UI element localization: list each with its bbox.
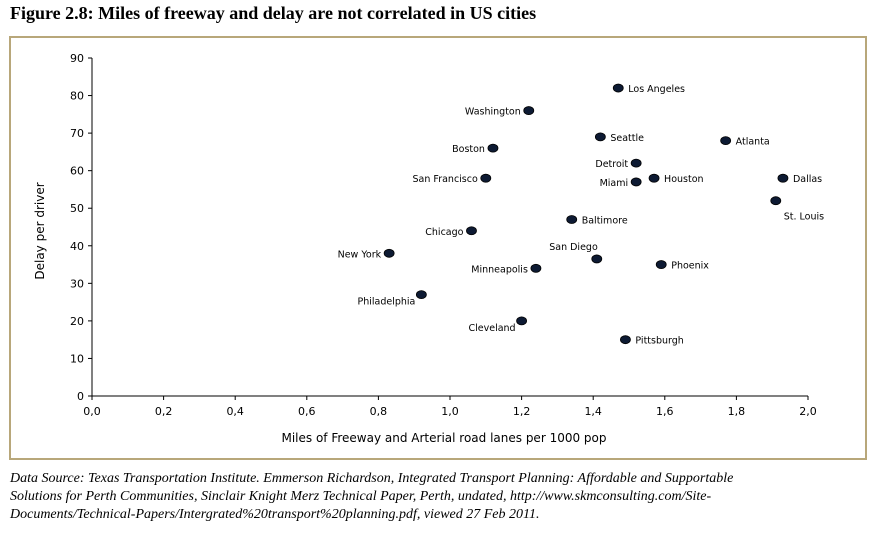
point-label: Houston xyxy=(664,174,703,185)
data-point xyxy=(466,226,477,236)
data-point xyxy=(720,136,732,146)
data-point xyxy=(523,106,535,115)
point-label: Chicago xyxy=(425,227,463,238)
data-point xyxy=(770,196,782,206)
x-axis-title: Miles of Freeway and Arterial road lanes… xyxy=(281,431,606,445)
data-point xyxy=(594,132,606,142)
x-tick-label: 0,2 xyxy=(155,405,173,418)
x-tick-label: 1,0 xyxy=(441,405,459,418)
data-point xyxy=(655,260,667,269)
data-point xyxy=(591,254,603,264)
point-label: Pittsburgh xyxy=(635,336,683,347)
source-line-3: Documents/Technical-Papers/Intergrated%2… xyxy=(10,507,540,522)
y-tick-label: 60 xyxy=(70,165,84,178)
data-point xyxy=(648,173,660,183)
x-tick-label: 2,0 xyxy=(799,405,817,418)
point-label: Baltimore xyxy=(582,215,628,226)
point-label: Los Angeles xyxy=(628,84,685,95)
point-label: San Francisco xyxy=(413,174,478,185)
data-point xyxy=(480,173,492,183)
data-point xyxy=(530,263,542,273)
point-label: New York xyxy=(338,249,382,260)
point-label: Detroit xyxy=(595,159,628,170)
y-tick-label: 90 xyxy=(70,52,84,65)
y-tick-label: 30 xyxy=(70,277,84,290)
data-point xyxy=(487,143,499,153)
data-point xyxy=(566,215,578,224)
point-label: Seattle xyxy=(610,133,644,144)
data-point xyxy=(777,173,789,183)
figure-title: Figure 2.8: Miles of freeway and delay a… xyxy=(10,3,537,23)
point-label: Boston xyxy=(452,144,485,155)
point-label: Cleveland xyxy=(468,323,515,334)
data-point xyxy=(630,177,642,187)
y-tick-label: 0 xyxy=(77,390,84,403)
y-tick-label: 80 xyxy=(70,90,84,103)
point-label: St. Louis xyxy=(784,212,824,223)
x-tick-label: 0,8 xyxy=(370,405,388,418)
y-axis-title: Delay per driver xyxy=(33,182,47,279)
point-label: Washington xyxy=(465,107,521,118)
data-point xyxy=(612,83,624,93)
source-note: Data Source: Texas Transportation Instit… xyxy=(10,470,870,524)
data-point xyxy=(415,290,427,300)
x-tick-label: 1,6 xyxy=(656,405,674,418)
source-line-2: Solutions for Perth Communities, Sinclai… xyxy=(10,489,712,504)
data-point xyxy=(516,316,528,326)
chart-frame: 0 10 20 30 40 50 60 70 80 90 0,0 0,2 0,4 0,6 0,8 1,0 1,2… xyxy=(9,36,867,460)
x-tick-label: 0,4 xyxy=(226,405,244,418)
point-label: Miami xyxy=(600,178,629,189)
y-tick-label: 20 xyxy=(70,315,84,328)
point-label: Philadelphia xyxy=(357,297,415,308)
source-line-1: Data Source: Texas Transportation Instit… xyxy=(10,471,734,486)
data-point xyxy=(620,335,631,345)
x-tick-label: 1,8 xyxy=(728,405,746,418)
y-tick-label: 50 xyxy=(70,202,84,215)
point-label: Minneapolis xyxy=(471,264,528,275)
data-point xyxy=(630,158,642,168)
point-label: Phoenix xyxy=(671,261,709,272)
x-tick-label: 1,4 xyxy=(584,405,602,418)
y-tick-label: 40 xyxy=(70,240,84,253)
x-tick-label: 0,6 xyxy=(298,405,316,418)
scatter-chart: 0 10 20 30 40 50 60 70 80 90 0,0 0,2 0,4 0,6 0,8 1,0 1,2… xyxy=(33,52,824,445)
y-tick-label: 10 xyxy=(70,352,84,365)
data-point xyxy=(383,248,395,258)
x-tick-label: 0,0 xyxy=(83,405,101,418)
point-label: San Diego xyxy=(549,242,598,253)
y-tick-label: 70 xyxy=(70,127,84,140)
point-label: Atlanta xyxy=(736,137,770,148)
x-tick-label: 1,2 xyxy=(513,405,531,418)
point-label: Dallas xyxy=(793,174,822,185)
